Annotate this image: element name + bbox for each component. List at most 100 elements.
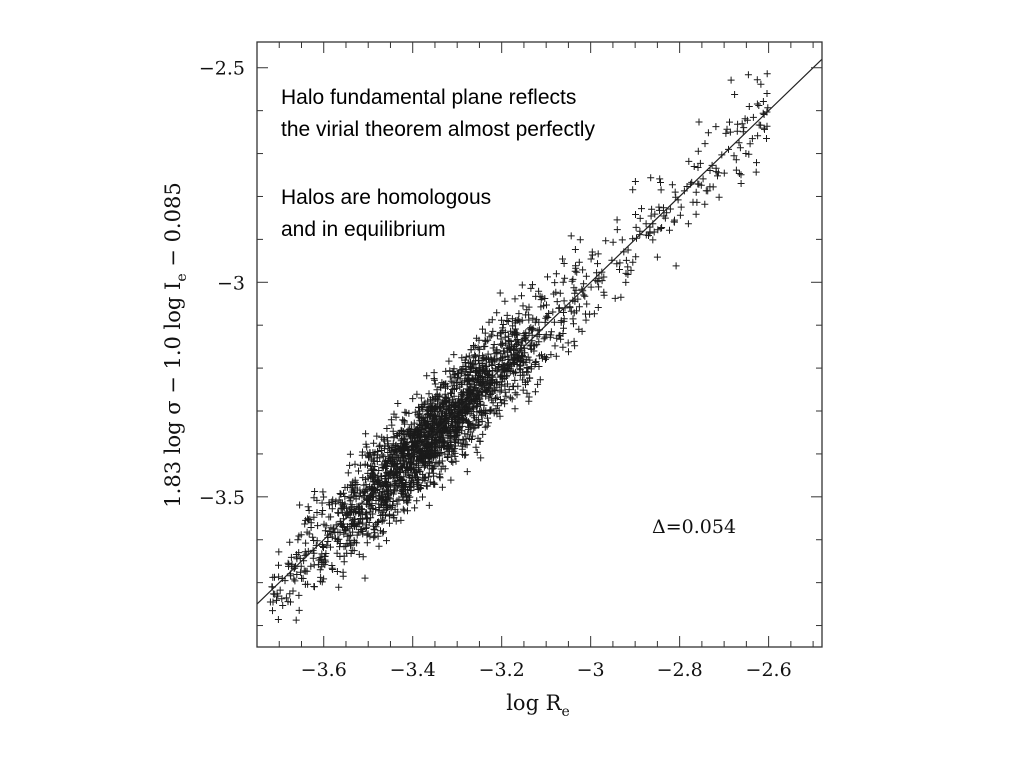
scatter-point — [715, 193, 723, 201]
scatter-point — [556, 289, 564, 297]
scatter-point — [752, 168, 760, 176]
scatter-point — [409, 395, 417, 403]
scatter-point — [397, 489, 405, 497]
scatter-point — [363, 531, 371, 539]
scatter-point — [712, 168, 720, 176]
scatter-point — [502, 392, 510, 400]
scatter-point — [343, 483, 351, 491]
scatter-point — [363, 523, 370, 531]
scatter-point — [527, 324, 535, 332]
scatter-point — [429, 465, 437, 473]
scatter-point — [474, 344, 482, 352]
scatter-point — [494, 402, 501, 410]
scatter-point — [642, 231, 650, 239]
scatter-point — [515, 310, 523, 318]
scatter-point — [327, 513, 335, 521]
scatter-point — [529, 314, 537, 322]
scatter-point — [418, 451, 426, 458]
scatter-point — [690, 163, 698, 170]
scatter-point — [444, 404, 452, 412]
scatter-point — [476, 437, 484, 445]
scatter-point — [336, 540, 344, 547]
scatter-point — [692, 210, 700, 218]
scatter-point — [473, 400, 481, 407]
scatter-point — [473, 448, 481, 456]
scatter-point — [415, 420, 423, 428]
scatter-point — [699, 175, 707, 183]
scatter-point — [470, 361, 478, 369]
scatter-point — [496, 289, 504, 297]
scatter-point — [410, 419, 418, 427]
scatter-point — [346, 450, 354, 458]
scatter-point — [321, 527, 329, 535]
scatter-point — [726, 118, 733, 126]
scatter-point — [459, 415, 466, 423]
scatter-point — [310, 537, 318, 544]
scatter-point — [302, 516, 310, 524]
scatter-point — [355, 467, 362, 475]
scatter-point — [493, 383, 501, 391]
scatter-point — [734, 120, 742, 128]
scatter-point — [361, 460, 369, 468]
scatter-point — [329, 566, 337, 573]
scatter-point — [742, 150, 750, 157]
scatter-point — [359, 488, 367, 496]
scatter-point — [485, 385, 492, 393]
y-axis-label-subscript: e — [174, 273, 190, 281]
tick-labels: −3.6 −3.4 −3.2 −3 −2.8 −2.6 −2.5 −3 −3.5 — [199, 58, 792, 681]
scatter-point — [411, 427, 419, 435]
scatter-point — [441, 380, 449, 388]
scatter-point — [282, 594, 290, 602]
scatter-point — [733, 127, 741, 135]
scatter-point — [355, 550, 363, 558]
scatter-point — [763, 70, 771, 78]
scatter-point — [487, 354, 495, 362]
scatter-point — [737, 180, 745, 187]
scatter-point — [631, 178, 639, 185]
scatter-point — [382, 457, 389, 465]
scatter-point — [377, 527, 384, 535]
scatter-point — [461, 430, 469, 438]
scatter-point — [486, 368, 493, 376]
scatter-point — [391, 468, 399, 476]
scatter-point — [749, 113, 757, 121]
scatter-point — [657, 186, 665, 194]
scatter-point — [594, 304, 602, 311]
scatter-point — [732, 156, 740, 164]
scatter-point — [382, 464, 389, 472]
scatter-point — [632, 223, 640, 231]
note-line-4: and in equilibrium — [281, 218, 446, 241]
scatter-point — [622, 269, 630, 277]
scatter-point — [319, 507, 327, 514]
scatter-point — [362, 481, 370, 489]
scatter-point — [355, 510, 363, 518]
scatter-point — [398, 453, 406, 461]
scatter-point — [481, 423, 489, 431]
scatter-point — [541, 318, 549, 326]
scatter-point — [755, 102, 763, 109]
scatter-point — [298, 574, 305, 582]
scatter-point — [346, 461, 354, 469]
scatter-point — [570, 284, 578, 292]
scatter-point — [712, 123, 720, 131]
scatter-point — [490, 409, 498, 417]
scatter-point — [297, 562, 305, 570]
scatter-point — [449, 408, 456, 416]
scatter-point — [616, 259, 624, 267]
scatter-point — [439, 424, 447, 432]
scatter-point — [364, 530, 372, 538]
scatter-point — [590, 310, 598, 318]
scatter-point — [310, 494, 318, 502]
scatter-point — [496, 388, 504, 396]
scatter-point — [660, 204, 667, 212]
scatter-point — [701, 140, 709, 148]
scatter-point — [309, 554, 317, 562]
scatter-point — [411, 437, 418, 445]
scatter-point — [595, 283, 603, 291]
scatter-point — [754, 132, 762, 140]
scatter-point — [465, 423, 472, 431]
scatter-point — [422, 433, 430, 441]
scatter-point — [372, 506, 380, 513]
scatter-point — [310, 513, 318, 521]
